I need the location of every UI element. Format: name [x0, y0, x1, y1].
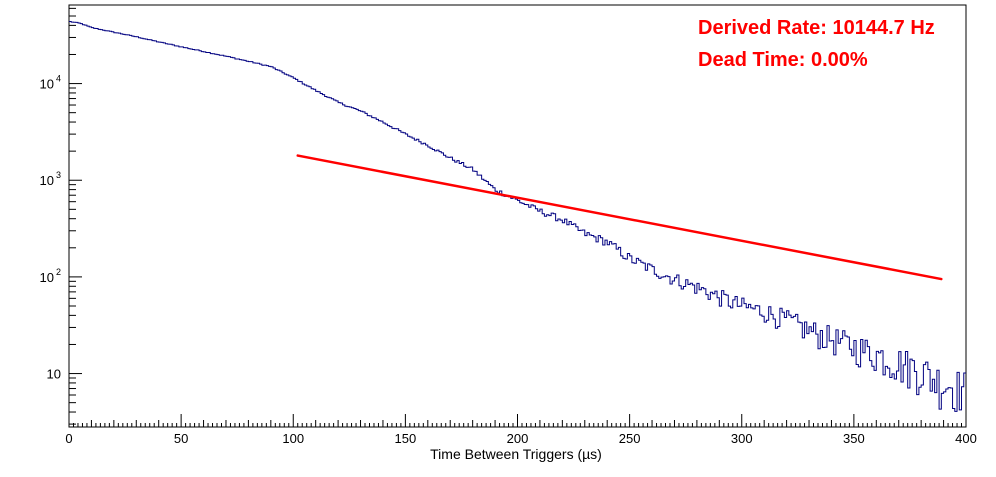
- derived-rate-annotation: Derived Rate: 10144.7 Hz: [698, 17, 935, 39]
- x-tick-label: 200: [507, 431, 529, 446]
- x-tick-label: 0: [65, 431, 72, 446]
- x-tick-label: 350: [843, 431, 865, 446]
- x-axis-title: Time Between Triggers (µs): [430, 446, 602, 462]
- x-tick-label: 150: [395, 431, 417, 446]
- x-tick-label: 250: [619, 431, 641, 446]
- y-tick-label: 10: [47, 367, 61, 382]
- x-tick-label: 400: [955, 431, 977, 446]
- y-tick-label: 10 4: [40, 74, 61, 92]
- y-tick-base: 10: [40, 173, 54, 188]
- y-tick-label: 10 2: [40, 267, 61, 285]
- histogram-series: [69, 20, 966, 412]
- x-tick-label: 100: [282, 431, 304, 446]
- y-tick-exponent: 2: [56, 267, 61, 277]
- y-tick-base: 10: [40, 270, 54, 285]
- fit-line-series: [296, 154, 943, 281]
- y-tick-exponent: 4: [56, 74, 61, 84]
- y-tick-base: 10: [40, 77, 54, 92]
- dead-time-annotation: Dead Time: 0.00%: [698, 49, 868, 71]
- x-tick-label: 300: [731, 431, 753, 446]
- plot-area: [69, 20, 966, 412]
- y-tick-base: 10: [47, 367, 61, 382]
- y-tick-exponent: 3: [56, 170, 61, 180]
- y-tick-label: 10 3: [40, 170, 61, 188]
- x-tick-label: 50: [174, 431, 188, 446]
